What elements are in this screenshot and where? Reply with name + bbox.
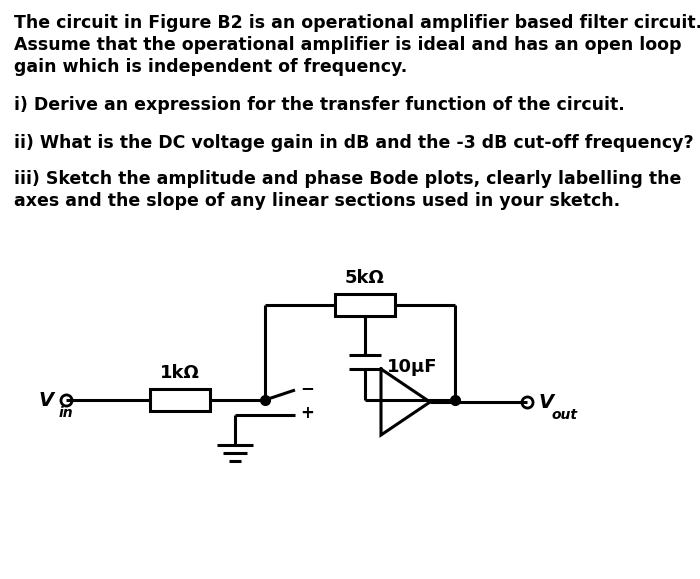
Text: gain which is independent of frequency.: gain which is independent of frequency. xyxy=(14,58,407,76)
Text: The circuit in Figure B2 is an operational amplifier based filter circuit.: The circuit in Figure B2 is an operation… xyxy=(14,14,700,32)
Text: i) Derive an expression for the transfer function of the circuit.: i) Derive an expression for the transfer… xyxy=(14,96,624,114)
Text: in: in xyxy=(59,406,74,420)
Text: axes and the slope of any linear sections used in your sketch.: axes and the slope of any linear section… xyxy=(14,192,620,210)
Bar xyxy=(150,389,210,411)
Bar xyxy=(335,294,395,316)
Text: V: V xyxy=(539,393,554,412)
Text: 5kΩ: 5kΩ xyxy=(345,269,385,287)
Text: Assume that the operational amplifier is ideal and has an open loop: Assume that the operational amplifier is… xyxy=(14,36,682,54)
Text: ii) What is the DC voltage gain in dB and the -3 dB cut-off frequency?: ii) What is the DC voltage gain in dB an… xyxy=(14,134,694,152)
Text: +: + xyxy=(300,404,314,422)
Text: 1kΩ: 1kΩ xyxy=(160,364,200,382)
Text: 10μF: 10μF xyxy=(387,358,438,376)
Text: iii) Sketch the amplitude and phase Bode plots, clearly labelling the: iii) Sketch the amplitude and phase Bode… xyxy=(14,170,681,188)
Text: −: − xyxy=(300,379,314,397)
Text: V: V xyxy=(39,390,54,409)
Text: out: out xyxy=(551,408,577,422)
